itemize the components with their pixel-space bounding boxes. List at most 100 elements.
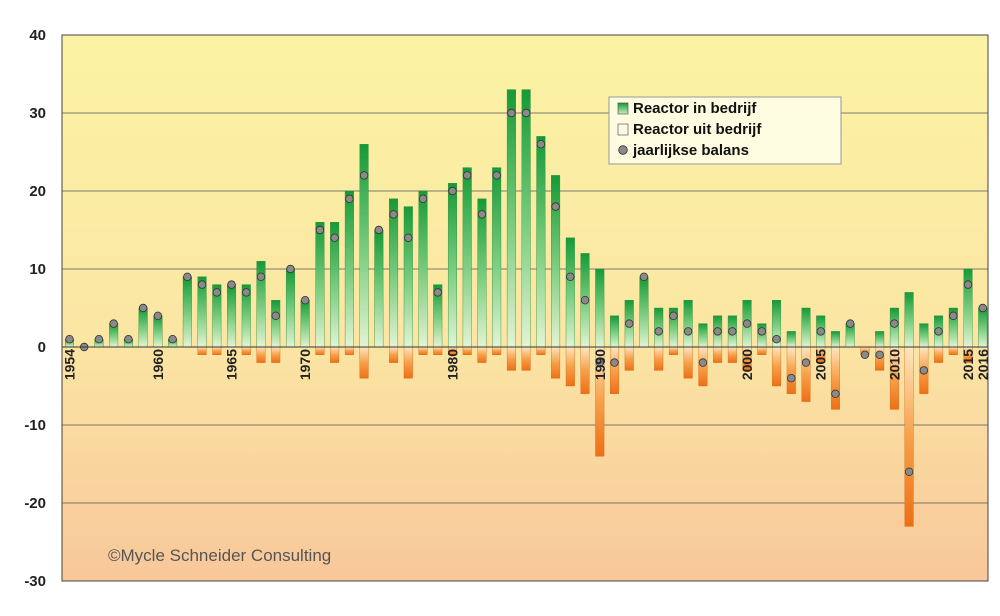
x-tick-label: 1990 <box>592 349 608 380</box>
bar-reactor-uit-bedrijf <box>801 346 811 402</box>
balance-point <box>315 225 325 235</box>
bar-reactor-in-bedrijf <box>492 167 502 348</box>
balance-point <box>492 171 501 180</box>
bar-reactor-in-bedrijf <box>418 190 428 348</box>
balance-point <box>330 233 339 242</box>
bar-reactor-uit-bedrijf <box>330 346 340 363</box>
credit-text: ©Mycle Schneider Consulting <box>108 546 331 565</box>
bar-reactor-uit-bedrijf <box>403 346 413 379</box>
x-tick-label: 1960 <box>150 349 166 380</box>
balance-points <box>65 108 987 476</box>
bar-reactor-uit-bedrijf <box>521 346 531 371</box>
balance-point <box>256 272 266 281</box>
balance-point <box>521 108 531 118</box>
balance-point <box>669 311 678 320</box>
bar-reactor-in-bedrijf <box>801 307 811 348</box>
balance-point <box>183 272 192 281</box>
y-tick-label: -20 <box>24 495 46 512</box>
balance-point <box>124 335 133 344</box>
legend-marker-jaarlijkse-balans <box>618 145 628 155</box>
bar-reactor-in-bedrijf <box>271 300 281 348</box>
balance-point <box>153 311 163 320</box>
bar-reactor-in-bedrijf <box>551 175 561 348</box>
balance-point <box>94 335 104 344</box>
balance-point <box>845 319 855 328</box>
bar-reactor-uit-bedrijf <box>492 346 502 356</box>
bar-reactor-uit-bedrijf <box>551 346 561 379</box>
bar-reactor-uit-bedrijf <box>772 346 782 387</box>
balance-point <box>359 171 369 180</box>
balance-point <box>271 311 280 320</box>
balance-point <box>772 335 781 344</box>
plot-frame <box>61 34 989 582</box>
balance-point <box>433 288 442 297</box>
legend-box <box>608 96 842 165</box>
y-tick-label: -10 <box>24 417 46 434</box>
balance-point <box>242 288 251 297</box>
bar-reactor-uit-bedrijf <box>668 346 678 356</box>
balance-point <box>536 139 546 149</box>
balance-point <box>860 350 870 359</box>
balance-point <box>610 358 619 367</box>
bar-reactor-in-bedrijf <box>182 276 192 348</box>
bar-reactor-in-bedrijf <box>830 331 840 348</box>
legend-label-reactor-uit-bedrijf: Reactor uit bedrijf <box>633 121 762 138</box>
y-tick-label: -30 <box>24 573 46 590</box>
bar-reactor-in-bedrijf <box>904 292 914 348</box>
bar-reactor-in-bedrijf <box>315 221 325 348</box>
balance-point <box>418 194 428 203</box>
bar-reactor-in-bedrijf <box>521 89 531 348</box>
balance-point <box>713 327 722 336</box>
bar-reactor-uit-bedrijf <box>506 346 516 371</box>
bar-reactor-in-bedrijf <box>462 167 472 348</box>
y-tick-label: 0 <box>38 339 46 356</box>
legend-swatch-reactor-uit-bedrijf <box>617 123 629 136</box>
bar-reactor-in-bedrijf <box>536 136 546 348</box>
bar-reactor-in-bedrijf <box>683 300 693 348</box>
balance-point <box>463 171 472 180</box>
bar-reactor-in-bedrijf <box>978 307 988 348</box>
bar-reactor-in-bedrijf <box>227 284 237 348</box>
bar-reactor-uit-bedrijf <box>654 346 664 371</box>
balance-point <box>963 280 973 289</box>
bar-reactor-uit-bedrijf <box>683 346 693 379</box>
bar-reactor-in-bedrijf <box>344 190 354 348</box>
balance-point <box>742 319 752 328</box>
x-tick-label: 2005 <box>813 349 829 380</box>
balance-point <box>566 272 575 281</box>
bar-reactor-uit-bedrijf <box>624 346 634 371</box>
balance-point <box>801 358 811 367</box>
balance-point <box>286 264 295 274</box>
balance-point <box>639 272 649 281</box>
bar-reactor-uit-bedrijf <box>610 346 620 394</box>
balance-point <box>109 319 118 328</box>
balance-point <box>978 303 987 313</box>
balance-point <box>625 319 634 328</box>
bar-reactor-in-bedrijf <box>919 323 929 348</box>
balance-point <box>904 467 914 476</box>
bar-reactor-uit-bedrijf <box>786 346 796 394</box>
legend-label-jaarlijkse-balans: jaarlijkse balans <box>632 142 749 159</box>
balance-point <box>919 366 929 375</box>
x-axis-tick-labels: 1954 1960 1965 1970 1980 1990 2000 2005 2010 2015… <box>62 349 991 380</box>
balance-point <box>477 210 487 219</box>
balance-point <box>65 335 74 344</box>
bar-reactor-uit-bedrijf <box>212 346 222 356</box>
bar-reactor-uit-bedrijf <box>904 346 914 527</box>
y-tick-label: 20 <box>29 183 46 200</box>
bar-reactor-in-bedrijf <box>374 229 384 348</box>
bar-reactor-uit-bedrijf <box>536 346 546 356</box>
balance-point <box>890 319 899 328</box>
bar-reactor-in-bedrijf <box>138 307 148 348</box>
legend: Reactor in bedrijf Reactor uit bedrijf j… <box>608 96 842 165</box>
y-tick-label: 40 <box>29 27 46 44</box>
x-tick-label: 1954 <box>62 349 78 380</box>
bar-reactor-uit-bedrijf <box>727 346 737 363</box>
bar-reactor-in-bedrijf <box>639 276 649 348</box>
balance-point <box>816 327 825 336</box>
balance-point <box>212 288 221 297</box>
bar-reactor-in-bedrijf <box>595 268 605 348</box>
bar-reactor-uit-bedrijf <box>580 346 590 394</box>
balance-point <box>507 108 516 118</box>
